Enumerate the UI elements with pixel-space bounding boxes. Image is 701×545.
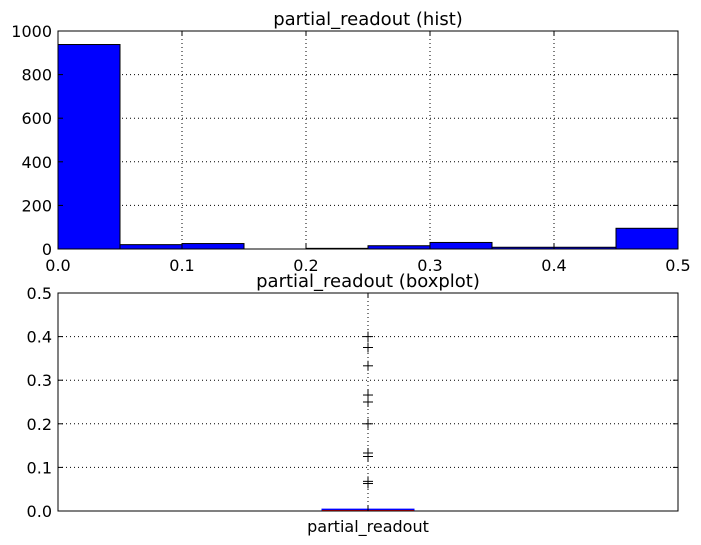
histogram-title: partial_readout (hist) xyxy=(273,9,463,30)
hist-bar xyxy=(181,243,245,250)
histogram-grid xyxy=(58,31,678,249)
box-y-tick-label: 0.1 xyxy=(27,458,52,477)
hist-y-tick-label: 600 xyxy=(21,109,52,128)
hist-y-tick-label: 0 xyxy=(42,240,52,259)
histogram-axes-frame xyxy=(57,30,679,250)
box-outlier xyxy=(363,360,373,371)
box-y-tick-label: 0.4 xyxy=(27,328,52,347)
boxplot-marks xyxy=(321,331,415,511)
hist-x-tick-label: 0.2 xyxy=(293,256,318,275)
histogram-y-ticks: 0 200 400 600 800 1000 xyxy=(11,22,678,259)
box-outlier xyxy=(363,342,373,353)
box-outlier xyxy=(363,331,373,342)
hist-y-tick-label: 200 xyxy=(21,196,52,215)
boxplot-y-ticks: 0.0 0.1 0.2 0.3 0.4 0.5 xyxy=(27,284,678,521)
box-y-tick-label: 0.2 xyxy=(27,415,52,434)
box-outlier xyxy=(363,390,373,401)
hist-bar xyxy=(57,44,121,250)
hist-x-tick-label: 0.4 xyxy=(541,256,566,275)
box-outlier xyxy=(363,418,373,429)
histogram-bars xyxy=(57,44,679,250)
box-y-tick-label: 0.0 xyxy=(27,502,52,521)
hist-bar xyxy=(119,244,183,250)
box-y-tick-label: 0.5 xyxy=(27,284,52,303)
boxplot-category-label: partial_readout xyxy=(307,517,429,537)
histogram-panel: partial_readout (hist) 0.0 0.1 0.2 0.3 0.4 0.… xyxy=(11,9,690,275)
box-y-tick-label: 0.3 xyxy=(27,371,52,390)
hist-y-tick-label: 400 xyxy=(21,153,52,172)
hist-x-tick-label: 0.1 xyxy=(169,256,194,275)
boxplot-panel: partial_readout (boxplot) 0.00.10.20.30.… xyxy=(27,271,679,537)
hist-x-tick-label: 0.0 xyxy=(45,256,70,275)
hist-bar xyxy=(615,227,679,250)
hist-y-tick-label: 800 xyxy=(21,66,52,85)
hist-bar xyxy=(429,241,493,250)
histogram-x-ticks: 0.0 0.1 0.2 0.3 0.4 0.5 xyxy=(45,31,691,275)
box-outlier xyxy=(363,476,373,487)
hist-y-tick-label: 1000 xyxy=(11,22,52,41)
hist-x-tick-label: 0.3 xyxy=(417,256,442,275)
hist-x-tick-label: 0.5 xyxy=(665,256,690,275)
boxplot-title: partial_readout (boxplot) xyxy=(256,271,480,292)
box-outlier xyxy=(363,448,373,459)
